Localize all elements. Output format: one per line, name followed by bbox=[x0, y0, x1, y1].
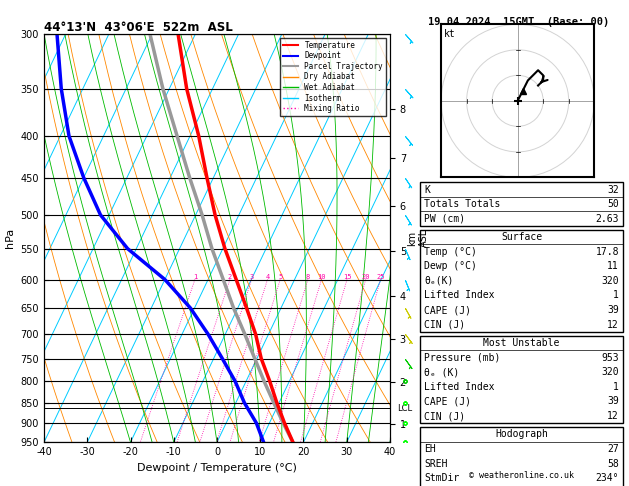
Text: CAPE (J): CAPE (J) bbox=[424, 305, 471, 315]
Text: 10: 10 bbox=[317, 274, 326, 279]
Text: K: K bbox=[424, 185, 430, 194]
Text: Dewp (°C): Dewp (°C) bbox=[424, 261, 477, 271]
Text: Most Unstable: Most Unstable bbox=[483, 338, 560, 348]
Y-axis label: hPa: hPa bbox=[5, 228, 15, 248]
Text: 17.8: 17.8 bbox=[596, 247, 619, 257]
Text: 2.63: 2.63 bbox=[596, 214, 619, 224]
Text: CIN (J): CIN (J) bbox=[424, 320, 465, 330]
Text: 44°13'N  43°06'E  522m  ASL: 44°13'N 43°06'E 522m ASL bbox=[44, 21, 233, 34]
Text: 32: 32 bbox=[607, 185, 619, 194]
Text: LCL: LCL bbox=[397, 404, 412, 413]
Legend: Temperature, Dewpoint, Parcel Trajectory, Dry Adiabat, Wet Adiabat, Isotherm, Mi: Temperature, Dewpoint, Parcel Trajectory… bbox=[280, 38, 386, 116]
Text: © weatheronline.co.uk: © weatheronline.co.uk bbox=[469, 471, 574, 480]
Text: θₑ(K): θₑ(K) bbox=[424, 276, 454, 286]
Text: SREH: SREH bbox=[424, 459, 447, 469]
Text: 2: 2 bbox=[228, 274, 232, 279]
Text: 25: 25 bbox=[376, 274, 385, 279]
Text: EH: EH bbox=[424, 444, 436, 454]
Text: Lifted Index: Lifted Index bbox=[424, 382, 494, 392]
Text: Totals Totals: Totals Totals bbox=[424, 199, 500, 209]
Text: Hodograph: Hodograph bbox=[495, 430, 548, 439]
Text: 20: 20 bbox=[362, 274, 370, 279]
Text: kt: kt bbox=[444, 29, 456, 39]
Text: PW (cm): PW (cm) bbox=[424, 214, 465, 224]
Text: 5: 5 bbox=[278, 274, 282, 279]
Text: 12: 12 bbox=[607, 320, 619, 330]
Text: Surface: Surface bbox=[501, 232, 542, 242]
Text: 8: 8 bbox=[306, 274, 310, 279]
Text: 320: 320 bbox=[601, 367, 619, 377]
Text: CAPE (J): CAPE (J) bbox=[424, 397, 471, 406]
Text: 58: 58 bbox=[607, 459, 619, 469]
Text: Pressure (mb): Pressure (mb) bbox=[424, 353, 500, 363]
X-axis label: Dewpoint / Temperature (°C): Dewpoint / Temperature (°C) bbox=[137, 463, 297, 473]
Text: Lifted Index: Lifted Index bbox=[424, 291, 494, 300]
Text: 1: 1 bbox=[192, 274, 197, 279]
Text: 1: 1 bbox=[613, 291, 619, 300]
Text: 19.04.2024  15GMT  (Base: 00): 19.04.2024 15GMT (Base: 00) bbox=[428, 17, 610, 27]
Text: 3: 3 bbox=[250, 274, 253, 279]
Text: 320: 320 bbox=[601, 276, 619, 286]
Text: 953: 953 bbox=[601, 353, 619, 363]
Text: CIN (J): CIN (J) bbox=[424, 411, 465, 421]
Text: 1: 1 bbox=[613, 382, 619, 392]
Text: θₑ (K): θₑ (K) bbox=[424, 367, 459, 377]
Text: 50: 50 bbox=[607, 199, 619, 209]
Text: 15: 15 bbox=[343, 274, 351, 279]
Y-axis label: km
ASL: km ASL bbox=[408, 229, 429, 247]
Text: 39: 39 bbox=[607, 305, 619, 315]
Text: 27: 27 bbox=[607, 444, 619, 454]
Text: 11: 11 bbox=[607, 261, 619, 271]
Text: 39: 39 bbox=[607, 397, 619, 406]
Text: StmDir: StmDir bbox=[424, 473, 459, 483]
Text: 12: 12 bbox=[607, 411, 619, 421]
Text: Temp (°C): Temp (°C) bbox=[424, 247, 477, 257]
Text: 234°: 234° bbox=[596, 473, 619, 483]
Text: 4: 4 bbox=[265, 274, 270, 279]
